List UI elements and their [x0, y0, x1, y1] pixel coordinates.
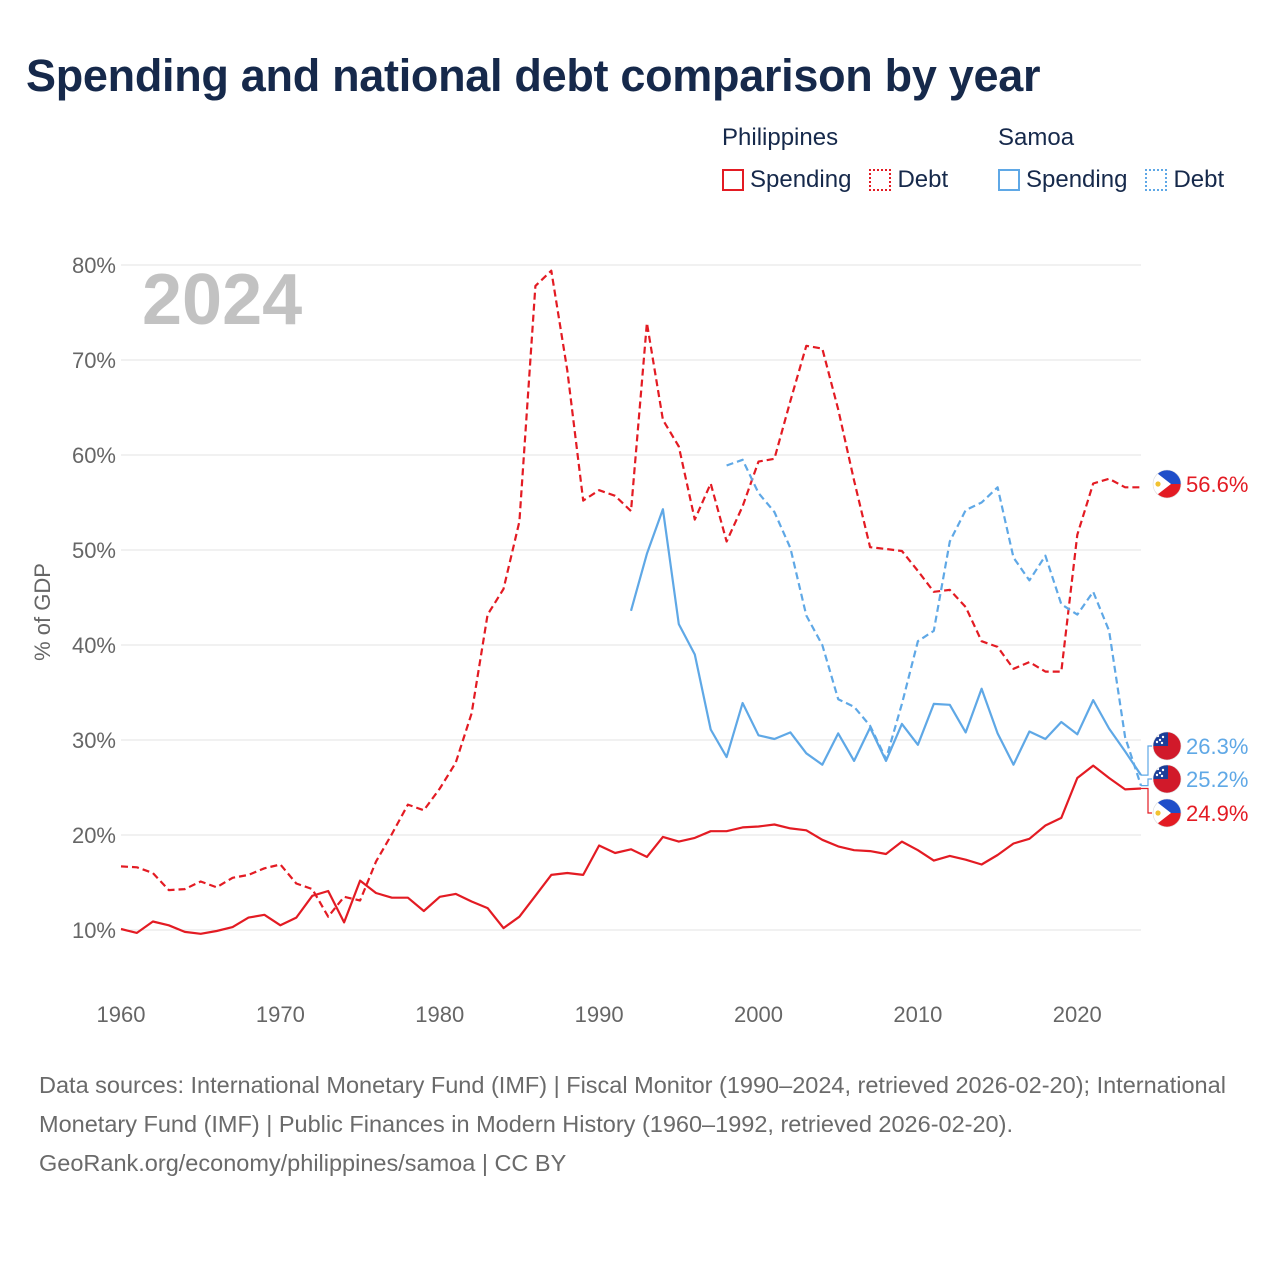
x-axis: 1960 1970 1980 1990 2000 2010 2020	[97, 1002, 1102, 1027]
samoa-flag-icon	[1152, 764, 1182, 794]
end-value-label: 24.9%	[1186, 801, 1248, 826]
y-tick-label: 70%	[72, 348, 116, 373]
x-tick-label: 2000	[734, 1002, 783, 1027]
flag-outline	[1152, 798, 1182, 828]
flag-star	[1161, 768, 1165, 772]
legend-item-label: Spending	[750, 166, 852, 193]
dotted-line-swatch-icon	[1145, 169, 1168, 191]
y-tick-label: 40%	[72, 633, 116, 658]
x-tick-label: 1960	[97, 1002, 146, 1027]
y-tick-label: 60%	[72, 443, 116, 468]
credit-link[interactable]: GeoRank.org/economy/philippines/samoa | …	[39, 1150, 567, 1176]
flag-fill	[1153, 470, 1181, 498]
series-line-philippines-spending	[120, 764, 1142, 935]
x-tick-label: 1980	[415, 1002, 464, 1027]
flag-star	[1158, 738, 1162, 742]
chart-title: Spending and national debt comparison by…	[26, 50, 1041, 101]
legend-item-label: Spending	[1026, 166, 1128, 193]
solid-line-swatch-icon	[998, 169, 1020, 191]
flag-star	[1158, 771, 1162, 775]
philippines-flag-icon	[1152, 469, 1182, 499]
legend-samoa-debt[interactable]: Debt	[1145, 166, 1224, 194]
flag-outline	[1152, 764, 1182, 794]
solid-line-swatch-icon	[722, 169, 744, 191]
end-labels: 56.6% 26.3% 25.2% 24.9%	[1141, 469, 1248, 828]
series-line-samoa-spending	[629, 508, 1142, 776]
flag-star	[1161, 735, 1165, 739]
legend-philippines-spending[interactable]: Spending	[722, 166, 851, 194]
philippines-flag-icon	[1152, 798, 1182, 828]
legend-philippines: Philippines Spending Debt	[722, 124, 948, 194]
y-tick-label: 30%	[72, 728, 116, 753]
legend-samoa-spending[interactable]: Spending	[998, 166, 1127, 194]
flag-fill	[1153, 799, 1181, 827]
y-axis: 10% 20% 30% 40% 50% 60% 70% 80%	[72, 253, 116, 943]
leader-line	[1141, 778, 1152, 787]
flag-outline	[1152, 731, 1182, 761]
y-tick-label: 10%	[72, 918, 116, 943]
line-chart: 2024 10%20%30%40%50%60%70%80% 1960 1970 19…	[30, 253, 1248, 1027]
flag-outline	[1152, 469, 1182, 499]
flag-sun	[1155, 810, 1161, 816]
y-tick-label: 80%	[72, 253, 116, 278]
flag-star	[1160, 741, 1164, 745]
legend-item-label: Debt	[897, 166, 949, 193]
leader-line	[1141, 745, 1152, 776]
footer: Data sources: International Monetary Fun…	[39, 1066, 1239, 1183]
legend-group-name: Samoa	[998, 124, 1075, 151]
legend-samoa: Samoa Spending Debt	[998, 124, 1224, 194]
series-lines	[120, 269, 1143, 935]
flag-sun	[1155, 481, 1161, 487]
legend-group-name: Philippines	[722, 124, 839, 151]
x-tick-label: 2010	[893, 1002, 942, 1027]
series-line-philippines-debt	[120, 269, 1141, 918]
gridlines	[121, 264, 1141, 931]
flag-star	[1160, 774, 1164, 778]
x-tick-label: 2020	[1053, 1002, 1102, 1027]
end-value-label: 25.2%	[1186, 767, 1248, 792]
legend-item-label: Debt	[1173, 166, 1225, 193]
y-axis-title: % of GDP	[30, 563, 55, 661]
flag-star	[1155, 740, 1159, 744]
legend-philippines-debt[interactable]: Debt	[869, 166, 948, 194]
flag-triangle	[1153, 470, 1171, 498]
y-tick-label: 50%	[72, 538, 116, 563]
data-sources: Data sources: International Monetary Fun…	[39, 1072, 1226, 1137]
x-tick-label: 1970	[256, 1002, 305, 1027]
flag-fill	[1153, 732, 1181, 760]
year-watermark: 2024	[142, 260, 302, 340]
series-line-samoa-debt	[726, 458, 1143, 786]
x-tick-label: 1990	[575, 1002, 624, 1027]
dotted-line-swatch-icon	[869, 169, 892, 191]
end-value-label: 26.3%	[1186, 734, 1248, 759]
flag-star	[1155, 773, 1159, 777]
leader-line	[1141, 787, 1152, 814]
end-value-label: 56.6%	[1186, 472, 1248, 497]
flag-triangle	[1153, 799, 1171, 827]
samoa-flag-icon	[1152, 731, 1182, 761]
y-tick-label: 20%	[72, 823, 116, 848]
